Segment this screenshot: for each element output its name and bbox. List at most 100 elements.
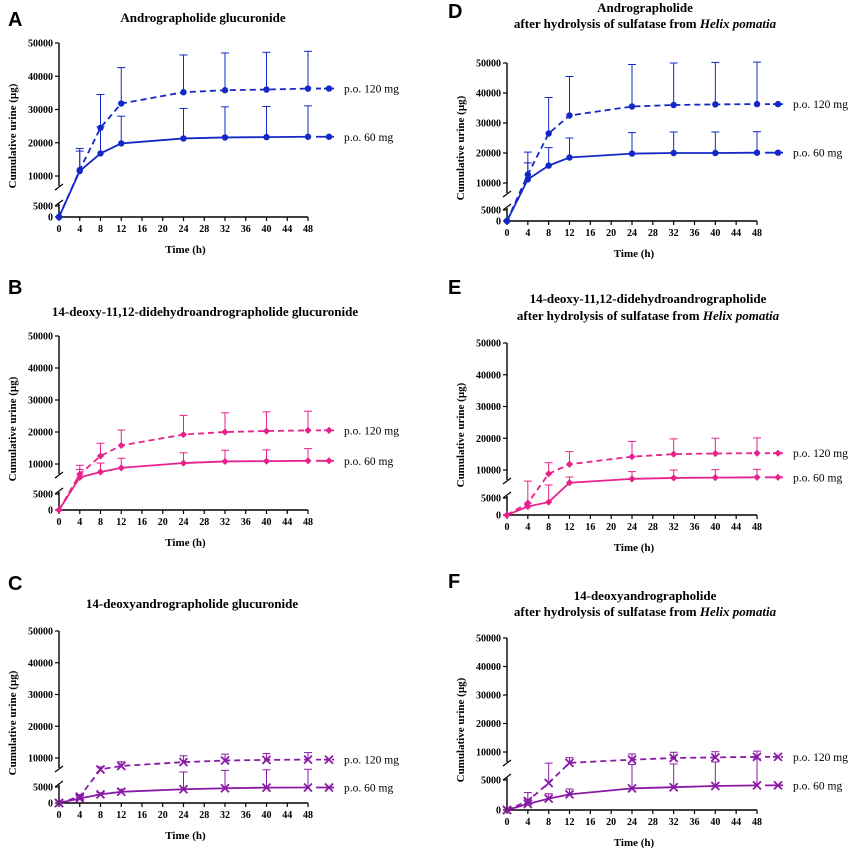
y-tick-label: 30000 (28, 690, 53, 701)
data-point-stroke (752, 752, 762, 762)
data-point (773, 780, 783, 791)
data-point (324, 782, 334, 793)
panel-title-line: 14-deoxy-11,12-didehydroandrographolide … (52, 304, 359, 319)
x-tick-label: 12 (116, 517, 126, 528)
data-point-stroke (773, 752, 783, 762)
x-tick-label: 44 (282, 517, 292, 528)
data-point (628, 475, 636, 483)
series-60mg: p.o. 60 mg (502, 758, 842, 815)
axis-break-mark (502, 477, 512, 485)
x-tick-label: 32 (669, 228, 679, 239)
data-point (304, 426, 312, 434)
data-point (261, 783, 272, 793)
data-point (118, 100, 125, 107)
series-120mg: p.o. 120 mg (54, 752, 399, 808)
series-line (58, 429, 309, 511)
data-point (524, 502, 532, 511)
y-tick-label: 5000 (481, 494, 501, 505)
data-point (261, 755, 272, 765)
y-tick-label: 10000 (28, 460, 53, 471)
data-point (753, 473, 761, 481)
legend-label: p.o. 60 mg (344, 456, 393, 468)
x-tick-label: 36 (690, 522, 700, 533)
x-tick-label: 36 (241, 224, 251, 235)
data-point-stroke (324, 782, 334, 793)
x-tick-label: 36 (690, 228, 700, 239)
y-tick-label: 20000 (28, 722, 53, 733)
data-point-stroke (116, 761, 126, 771)
series-line (58, 135, 309, 218)
data-point (752, 752, 762, 762)
data-point (97, 150, 104, 157)
data-point-stroke (54, 798, 64, 808)
x-axis-label: Time (h) (614, 837, 655, 849)
axis-break-mark (502, 190, 512, 198)
panel-title-line: Andrographolide glucuronide (120, 10, 286, 25)
data-point (117, 441, 125, 450)
panel-title-line: Andrographolide (597, 0, 693, 15)
data-point (178, 784, 189, 794)
data-point (564, 758, 575, 768)
x-tick-label: 0 (57, 224, 62, 235)
data-point (55, 213, 63, 221)
data-point (55, 506, 63, 514)
y-tick-label: 5000 (481, 776, 501, 787)
y-tick-label: 30000 (476, 119, 501, 130)
series-120mg: p.o. 120 mg (503, 61, 848, 225)
x-tick-label: 40 (262, 517, 272, 528)
data-point-stroke (752, 780, 762, 791)
y-tick-label: 20000 (476, 434, 501, 445)
x-tick-label: 32 (669, 817, 679, 828)
x-tick-label: 0 (57, 810, 62, 821)
x-tick-label: 4 (525, 522, 530, 533)
panel-a: A Andrographolide glucuronide050001000020… (7, 9, 399, 256)
x-tick-label: 44 (731, 228, 741, 239)
x-tick-label: 20 (606, 522, 616, 533)
data-point (54, 798, 64, 808)
data-point (180, 135, 187, 142)
y-tick-label: 5000 (33, 202, 53, 213)
x-tick-label: 32 (220, 810, 230, 821)
data-point (263, 86, 270, 93)
legend-label: p.o. 120 mg (793, 752, 848, 764)
axis-break-mark (502, 491, 512, 499)
panel-title-italic: Helix pomatia (702, 308, 780, 323)
y-tick-label: 30000 (476, 402, 501, 413)
x-tick-label: 40 (262, 810, 272, 821)
y-axis-label: Cumulative urine (µg) (455, 95, 467, 200)
y-tick-label: 10000 (28, 754, 53, 765)
data-point (774, 449, 782, 457)
legend-label: p.o. 60 mg (793, 472, 842, 484)
x-tick-label: 4 (77, 810, 82, 821)
data-point (670, 101, 677, 109)
axis-break-mark (502, 773, 512, 781)
data-point-stroke (75, 793, 85, 804)
data-point (503, 217, 511, 225)
data-point (303, 754, 313, 765)
x-tick-label: 40 (262, 224, 272, 235)
data-point (565, 460, 574, 468)
data-point (503, 511, 511, 519)
x-tick-label: 16 (585, 817, 595, 828)
data-point (220, 755, 230, 766)
series-line (58, 87, 309, 218)
y-tick-label: 30000 (28, 396, 53, 407)
y-tick-label: 10000 (476, 748, 501, 759)
x-tick-label: 28 (648, 228, 658, 239)
panel-title-text: after hydrolysis of sulfatase from (514, 604, 700, 619)
x-tick-label: 4 (77, 224, 82, 235)
data-point (303, 782, 313, 793)
y-axis-label: Cumulative urine (µg) (7, 376, 19, 481)
y-tick-label: 20000 (476, 719, 501, 730)
data-point (116, 787, 126, 797)
data-point (564, 789, 575, 800)
x-tick-label: 48 (303, 517, 313, 528)
x-tick-label: 20 (158, 517, 168, 528)
x-tick-label: 32 (669, 522, 679, 533)
series-line (58, 758, 309, 804)
data-point-stroke (324, 754, 334, 765)
data-point (75, 793, 85, 804)
y-tick-label: 10000 (28, 172, 53, 183)
